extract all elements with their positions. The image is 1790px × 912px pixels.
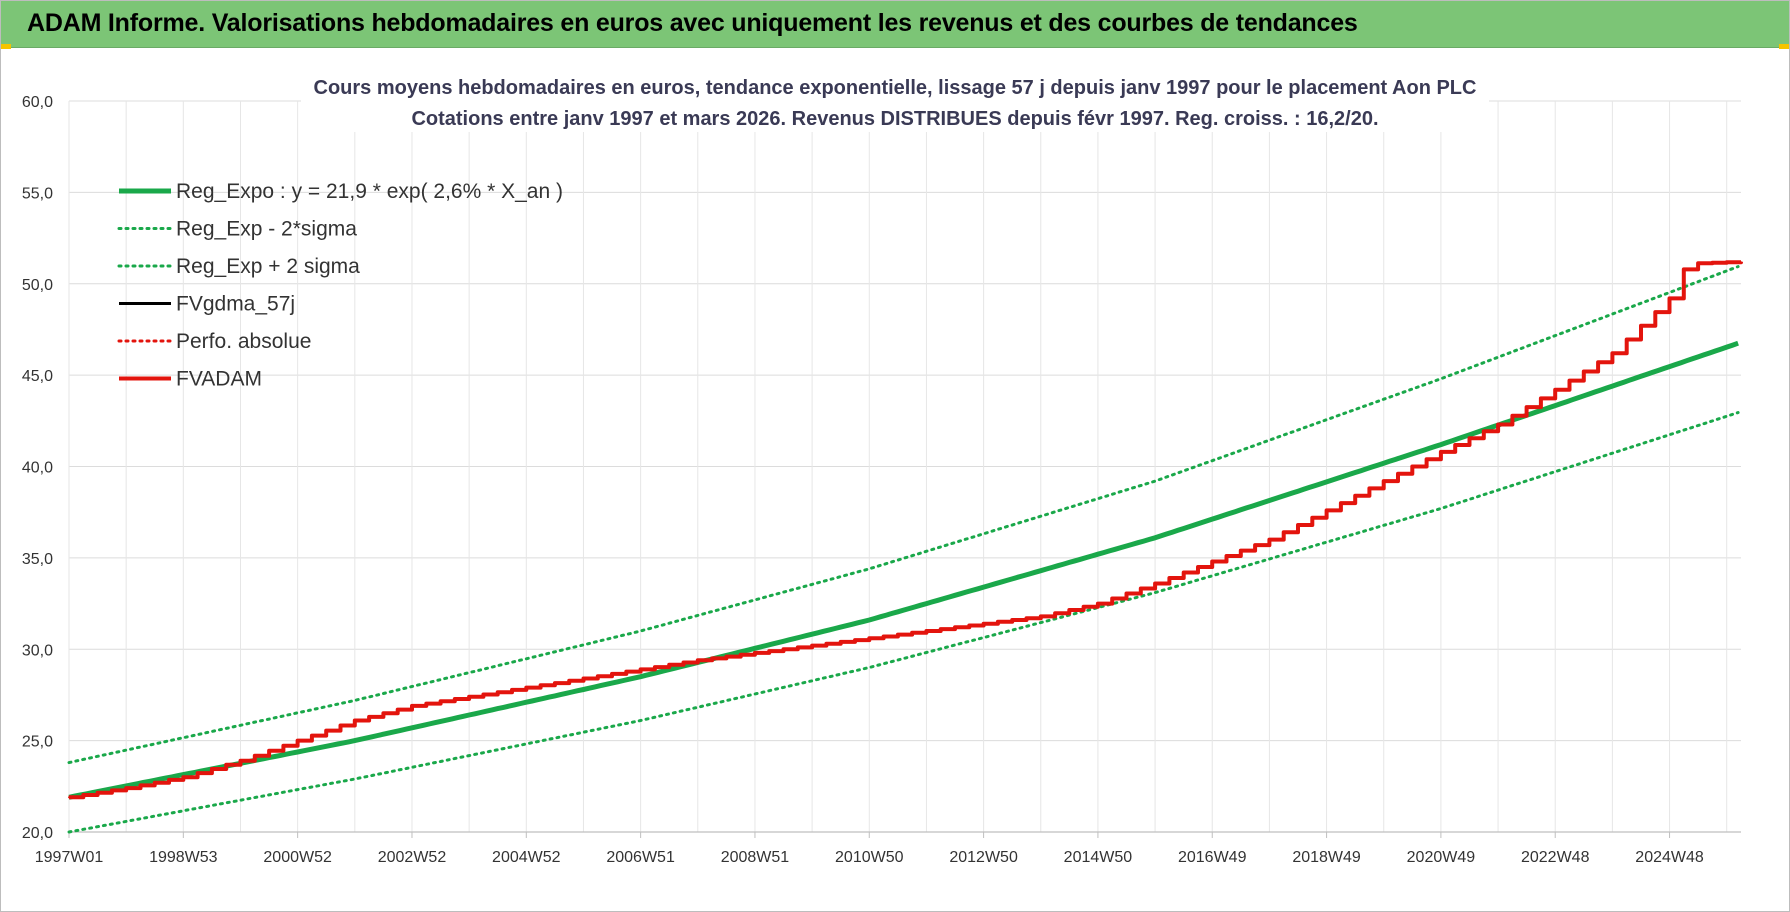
chart-subtitle: Cotations entre janv 1997 et mars 2026. … — [411, 108, 1378, 130]
y-tick-label: 20,0 — [22, 825, 53, 842]
x-tick-label: 2010W50 — [835, 849, 904, 866]
series-reg-expo — [68, 340, 1739, 800]
x-tick-label: 2018W49 — [1292, 849, 1361, 866]
y-tick-label: 35,0 — [22, 551, 53, 568]
series-fvadam — [69, 260, 1743, 800]
legend-label: FVgdma_57j — [176, 293, 295, 316]
series-reg-exp-minus-2sigma — [67, 411, 1740, 834]
chart-grid — [68, 100, 1741, 833]
corner-mark-top-right — [1779, 44, 1789, 49]
x-tick-label: 1997W01 — [35, 849, 104, 866]
chart-series — [67, 260, 1743, 834]
x-tick-label: 2012W50 — [949, 849, 1018, 866]
chart-title: Cours moyens hebdomadaires en euros, ten… — [314, 77, 1477, 99]
y-tick-label: 40,0 — [22, 460, 53, 477]
legend-label: Perfo. absolue — [176, 330, 311, 353]
legend-label: FVADAM — [176, 368, 262, 391]
x-tick-label: 2016W49 — [1178, 849, 1247, 866]
x-tick-label: 2008W51 — [721, 849, 790, 866]
series-perfo-absolue — [68, 260, 1742, 799]
chart-axes: 20,0 25,0 30,0 35,0 40,0 45,0 50,0 55,0 60,0 1997… — [22, 94, 1741, 866]
x-tick-label: 2024W48 — [1635, 849, 1704, 866]
legend-label: Reg_Exp + 2 sigma — [176, 255, 360, 278]
y-tick-label: 55,0 — [22, 185, 53, 202]
x-tick-label: 1998W53 — [149, 849, 218, 866]
y-tick-label: 60,0 — [22, 94, 53, 111]
series-fvgdma-57j — [69, 261, 1742, 799]
y-tick-label: 50,0 — [22, 277, 53, 294]
y-tick-label: 30,0 — [22, 642, 53, 659]
chart-legend: Reg_Expo : y = 21,9 * exp( 2,6% * X_an )… — [117, 180, 563, 391]
x-tick-label: 2020W49 — [1407, 849, 1476, 866]
y-tick-label: 25,0 — [22, 734, 53, 751]
y-tick-label: 45,0 — [22, 368, 53, 385]
report-title: ADAM Informe. Valorisations hebdomadaire… — [27, 9, 1358, 37]
legend-label: Reg_Expo : y = 21,9 * exp( 2,6% * X_an ) — [176, 180, 563, 203]
report-banner: ADAM Informe. Valorisations hebdomadaire… — [1, 1, 1789, 48]
x-tick-label: 2000W52 — [263, 849, 332, 866]
x-tick-label: 2022W48 — [1521, 849, 1590, 866]
x-tick-label: 2004W52 — [492, 849, 561, 866]
x-tick-label: 2002W52 — [378, 849, 447, 866]
corner-mark-top-left — [1, 44, 11, 49]
chart-titles: Cours moyens hebdomadaires en euros, ten… — [301, 68, 1489, 132]
x-tick-label: 2014W50 — [1064, 849, 1133, 866]
title-backdrop — [301, 68, 1489, 132]
legend-label: Reg_Exp - 2*sigma — [176, 218, 357, 241]
series-reg-exp-plus-2sigma — [67, 265, 1740, 765]
x-tick-label: 2006W51 — [606, 849, 675, 866]
